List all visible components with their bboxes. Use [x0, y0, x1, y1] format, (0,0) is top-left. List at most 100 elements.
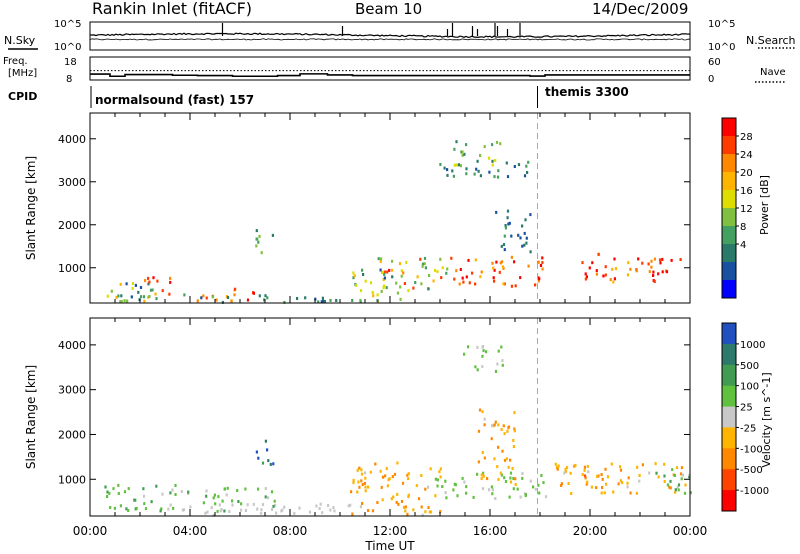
colorbar-swatch — [722, 343, 736, 366]
heatmap-cell — [376, 501, 379, 504]
heatmap-cell — [472, 495, 475, 499]
heatmap-cell — [467, 345, 470, 349]
heatmap-cell — [352, 271, 355, 275]
heatmap-cell — [417, 497, 421, 501]
heatmap-cell — [474, 282, 477, 286]
heatmap-cell — [494, 159, 497, 162]
nsearch-label: N.Search — [746, 34, 796, 47]
colorbar-tick-label: 16 — [740, 186, 753, 197]
heatmap-cell — [321, 511, 324, 515]
heatmap-cell — [119, 504, 122, 508]
heatmap-cell — [350, 490, 353, 494]
heatmap-cell — [142, 295, 146, 299]
heatmap-cell — [475, 167, 478, 171]
heatmap-cell — [379, 268, 382, 272]
heatmap-cell — [414, 281, 417, 284]
heatmap-cell — [424, 487, 427, 491]
heatmap-cell — [586, 464, 589, 468]
heatmap-cell — [436, 484, 439, 488]
cpid-label: CPID — [8, 90, 37, 103]
heatmap-cell — [361, 268, 364, 272]
heatmap-cell — [655, 471, 658, 475]
heatmap-cell — [172, 506, 175, 510]
heatmap-cell — [506, 216, 509, 220]
heatmap-cell — [388, 268, 391, 272]
heatmap-cell — [396, 461, 399, 465]
heatmap-cell — [439, 467, 442, 471]
colorbar-swatch — [722, 385, 736, 408]
colorbar-tick-label: 100 — [740, 382, 759, 393]
heatmap-cell — [521, 244, 524, 248]
heatmap-cell — [358, 466, 361, 470]
nave-tick-bottom: 0 — [708, 74, 714, 85]
heatmap-cell — [252, 502, 255, 506]
heatmap-cell — [457, 163, 460, 167]
heatmap-cell — [424, 510, 427, 514]
heatmap-cell — [523, 243, 526, 247]
heatmap-cell — [493, 279, 496, 283]
heatmap-cell — [404, 505, 407, 509]
heatmap-cell — [386, 270, 389, 274]
heatmap-cell — [538, 277, 541, 281]
heatmap-cell — [147, 276, 150, 280]
heatmap-cell — [583, 465, 586, 469]
heatmap-cell — [496, 362, 499, 366]
heatmap-cell — [187, 490, 190, 494]
x-tick-label: 00:00 — [673, 524, 708, 538]
heatmap-cell — [161, 289, 164, 293]
noise-panel: N.Sky 10^5 10^0 N.Search 10^5 10^0 — [4, 19, 796, 53]
heatmap-cell — [463, 480, 466, 484]
heatmap-cell — [450, 256, 453, 260]
heatmap-cell — [429, 510, 433, 514]
y-tick-label: 2000 — [58, 219, 86, 232]
heatmap-cell — [569, 471, 572, 475]
heatmap-cell — [127, 487, 130, 491]
heatmap-cell — [657, 272, 660, 276]
heatmap-cell — [226, 296, 230, 299]
heatmap-cell — [653, 280, 656, 283]
heatmap-cell — [225, 493, 228, 497]
heatmap-cell — [581, 473, 584, 476]
heatmap-cell — [223, 487, 226, 491]
heatmap-cell — [618, 465, 622, 469]
heatmap-cell — [272, 462, 275, 466]
heatmap-cell — [480, 270, 483, 274]
heatmap-cell — [538, 491, 541, 495]
heatmap-cell — [675, 466, 679, 470]
heatmap-cell — [256, 507, 259, 511]
heatmap-cell — [134, 283, 137, 287]
heatmap-cell — [672, 473, 675, 477]
heatmap-cell — [434, 477, 437, 481]
heatmap-cell — [240, 502, 243, 506]
heatmap-cell — [380, 289, 383, 293]
heatmap-cell — [588, 266, 591, 270]
heatmap-cell — [527, 160, 530, 164]
heatmap-cell — [380, 485, 383, 489]
heatmap-cell — [590, 485, 593, 489]
heatmap-cell — [492, 266, 495, 270]
heatmap-cell — [387, 478, 390, 482]
heatmap-cell — [659, 258, 662, 262]
heatmap-cell — [125, 507, 128, 511]
heatmap-cell — [455, 163, 458, 167]
heatmap-cell — [333, 509, 336, 513]
heatmap-cell — [402, 505, 406, 509]
heatmap-cell — [491, 159, 494, 163]
heatmap-cell — [563, 471, 566, 475]
heatmap-cell — [221, 499, 224, 503]
heatmap-cell — [213, 493, 216, 497]
heatmap-cell — [477, 169, 480, 173]
heatmap-cell — [587, 470, 590, 474]
heatmap-cell — [395, 500, 398, 504]
heatmap-cell — [641, 463, 644, 467]
heatmap-cell — [600, 491, 603, 495]
heatmap-cell — [657, 475, 660, 479]
heatmap-cell — [202, 501, 205, 505]
heatmap-cell — [206, 510, 209, 514]
heatmap-cell — [493, 423, 496, 427]
heatmap-cell — [661, 257, 664, 261]
heatmap-cell — [383, 270, 386, 274]
heatmap-cell — [503, 458, 507, 462]
heatmap-cell — [503, 432, 506, 436]
heatmap-cell — [428, 510, 431, 514]
